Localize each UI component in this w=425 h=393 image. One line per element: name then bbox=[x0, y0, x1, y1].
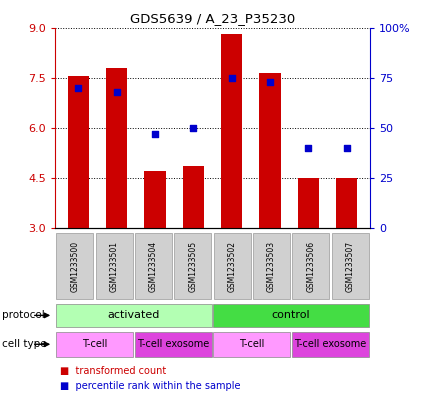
Bar bbox=[174, 233, 211, 299]
Text: GSM1233506: GSM1233506 bbox=[306, 241, 315, 292]
Bar bbox=[332, 233, 368, 299]
Bar bbox=[144, 171, 165, 228]
Text: GSM1233501: GSM1233501 bbox=[110, 241, 119, 292]
Bar bbox=[96, 233, 133, 299]
Bar bbox=[56, 332, 133, 357]
Bar bbox=[213, 332, 290, 357]
Bar bbox=[56, 304, 212, 327]
Point bbox=[75, 84, 82, 91]
Bar bbox=[183, 166, 204, 228]
Text: ■  transformed count: ■ transformed count bbox=[60, 366, 166, 376]
Point bbox=[228, 75, 235, 81]
Text: GSM1233503: GSM1233503 bbox=[267, 241, 276, 292]
Text: T-cell exosome: T-cell exosome bbox=[137, 339, 209, 349]
Point bbox=[343, 145, 350, 151]
Text: T-cell exosome: T-cell exosome bbox=[294, 339, 366, 349]
Text: T-cell: T-cell bbox=[82, 339, 107, 349]
Point bbox=[190, 125, 197, 131]
Bar bbox=[135, 233, 172, 299]
Text: control: control bbox=[272, 310, 310, 320]
Bar bbox=[336, 178, 357, 228]
Bar bbox=[57, 233, 94, 299]
Bar bbox=[221, 34, 242, 228]
Text: GSM1233505: GSM1233505 bbox=[188, 241, 197, 292]
Text: activated: activated bbox=[108, 310, 160, 320]
Text: GSM1233500: GSM1233500 bbox=[71, 241, 79, 292]
Point bbox=[152, 130, 159, 137]
Bar bbox=[298, 178, 319, 228]
Text: GSM1233502: GSM1233502 bbox=[228, 241, 237, 292]
Bar bbox=[106, 68, 127, 228]
Bar bbox=[214, 233, 251, 299]
Text: ■  percentile rank within the sample: ■ percentile rank within the sample bbox=[60, 381, 240, 391]
Bar bbox=[260, 73, 280, 228]
Text: GSM1233507: GSM1233507 bbox=[346, 241, 354, 292]
Bar bbox=[68, 76, 89, 228]
Text: cell type: cell type bbox=[2, 339, 47, 349]
Text: protocol: protocol bbox=[2, 310, 45, 320]
Point bbox=[266, 79, 273, 85]
Bar bbox=[292, 233, 329, 299]
Text: GSM1233504: GSM1233504 bbox=[149, 241, 158, 292]
Bar bbox=[135, 332, 212, 357]
Text: T-cell: T-cell bbox=[239, 339, 264, 349]
Point bbox=[305, 145, 312, 151]
Bar bbox=[213, 304, 369, 327]
Bar bbox=[253, 233, 290, 299]
Bar bbox=[292, 332, 369, 357]
Text: GDS5639 / A_23_P35230: GDS5639 / A_23_P35230 bbox=[130, 12, 295, 25]
Point bbox=[113, 88, 120, 95]
